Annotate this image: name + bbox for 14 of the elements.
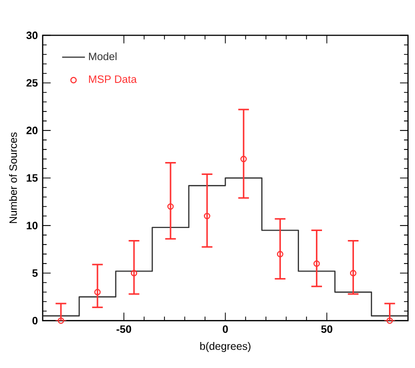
- y-tick-label: 0: [32, 316, 38, 324]
- legend-label: MSP Data: [89, 75, 137, 83]
- y-tick-label: 25: [26, 79, 38, 87]
- x-tick-label: 50: [321, 325, 332, 333]
- legend-label: Model: [89, 52, 117, 60]
- y-tick-label: 30: [26, 32, 38, 40]
- x-tick-label: -50: [116, 325, 132, 333]
- y-axis-title: Number of Sources: [9, 132, 17, 224]
- y-tick-label: 15: [26, 174, 38, 182]
- y-tick-label: 20: [26, 126, 38, 134]
- x-axis-title: b(degrees): [200, 342, 250, 352]
- y-tick-label: 5: [32, 269, 38, 277]
- x-tick-label: 0: [222, 325, 228, 333]
- y-tick-label: 10: [26, 222, 38, 230]
